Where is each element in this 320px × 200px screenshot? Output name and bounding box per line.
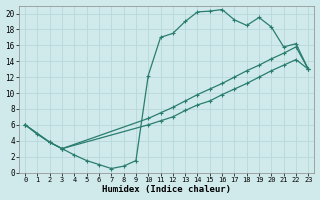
X-axis label: Humidex (Indice chaleur): Humidex (Indice chaleur) xyxy=(102,185,231,194)
